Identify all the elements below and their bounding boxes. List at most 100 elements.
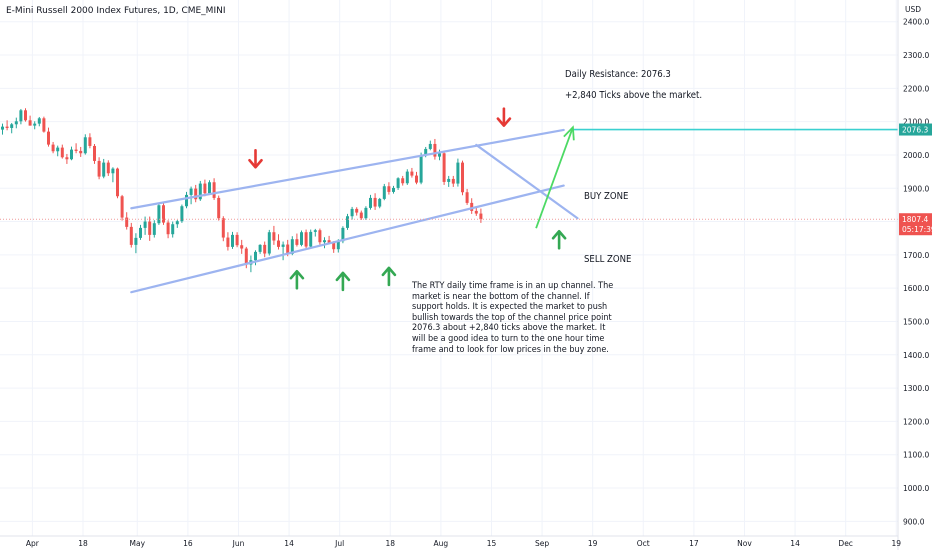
price-markers: 2076.3 1807.405:17:39 — [899, 123, 932, 236]
candle-body — [447, 178, 451, 182]
candle-body — [28, 120, 32, 126]
candle — [410, 167, 414, 178]
candle — [1, 123, 4, 135]
time-tick-label: Jul — [334, 539, 344, 548]
candle-body — [166, 222, 170, 235]
price-tick-label: 1000.0 — [903, 484, 929, 493]
candle — [231, 231, 234, 249]
candle-body — [272, 232, 276, 241]
candle — [198, 180, 202, 201]
candle-body — [157, 205, 161, 224]
candle — [304, 229, 308, 249]
arrow-markers — [248, 107, 567, 292]
candle — [180, 204, 184, 223]
candle — [37, 116, 41, 127]
candle-body — [33, 123, 37, 126]
candle — [401, 175, 405, 186]
symbol-title: E-Mini Russell 2000 Index Futures, 1D, C… — [6, 6, 226, 16]
candle — [24, 108, 27, 122]
price-axis[interactable]: USD 2400.0 2300.0 2200.0 2100.0 2000.0 1900.0 1… — [897, 0, 929, 550]
candle-body — [290, 239, 294, 254]
candle-body — [203, 183, 207, 194]
up-arrow-marker — [335, 271, 351, 292]
candle — [300, 230, 303, 247]
price-tick-label: 1500.0 — [903, 317, 929, 326]
time-tick-label: Nov — [737, 539, 752, 548]
candle-body — [286, 244, 290, 254]
candle-body — [323, 240, 326, 243]
candle — [70, 146, 73, 161]
candle-body — [369, 197, 372, 208]
candle — [189, 186, 193, 205]
candle — [428, 140, 432, 151]
candle-body — [258, 244, 262, 252]
candle — [97, 157, 101, 180]
candle-body — [102, 162, 106, 177]
candle-body — [300, 232, 303, 245]
candle — [465, 188, 469, 205]
candle-body — [152, 223, 156, 235]
candle-body — [51, 144, 55, 152]
candle-body — [474, 210, 478, 214]
candle-body — [424, 148, 428, 156]
candle-body — [267, 232, 271, 254]
candle — [387, 182, 391, 195]
time-tick-label: 19 — [892, 539, 902, 548]
candle-body — [309, 231, 313, 247]
arrow-head — [289, 269, 305, 280]
projection-arrow-head — [563, 125, 575, 141]
up-arrow-marker — [381, 266, 397, 287]
candle — [203, 179, 207, 197]
candle-body — [428, 143, 432, 149]
candle-body — [479, 213, 483, 220]
candle-body — [79, 150, 83, 154]
candle — [129, 222, 133, 248]
candle — [263, 241, 267, 258]
sell-zone-label: SELL ZONE — [584, 254, 632, 265]
time-axis[interactable]: Apr 18 May 16 Jun 14 Jul 18 Aug 15 Sep 19 Oct 17 Nov 14… — [0, 535, 902, 548]
grid-lines — [0, 0, 898, 536]
candle-body — [24, 110, 27, 121]
candle-body — [392, 187, 395, 192]
candle-body — [19, 110, 23, 122]
candle-body — [341, 227, 345, 242]
candle — [309, 229, 313, 248]
candle — [254, 250, 257, 266]
candle-body — [212, 182, 216, 198]
resistance-price-marker — [899, 123, 932, 136]
time-tick-label: 14 — [284, 539, 294, 548]
time-tick-label: 18 — [386, 539, 396, 548]
candle-body — [93, 145, 96, 161]
candle-body — [125, 217, 129, 227]
candle — [295, 233, 299, 247]
candle-body — [97, 160, 101, 177]
price-tick-label: 1600.0 — [903, 284, 929, 293]
candle — [116, 167, 119, 199]
candle-body — [60, 147, 64, 158]
candle-body — [451, 178, 455, 184]
price-tick-label: 2000.0 — [903, 151, 929, 160]
candle-body — [332, 242, 336, 250]
arrow-head — [551, 229, 567, 240]
candle — [470, 198, 474, 214]
time-tick-label: 14 — [790, 539, 800, 548]
candle-body — [139, 227, 142, 238]
candle — [451, 175, 455, 187]
candle-body — [56, 147, 60, 152]
time-tick-label: Aug — [434, 539, 449, 548]
candle-body — [254, 251, 257, 261]
candle-body — [180, 206, 184, 222]
candle-body — [240, 245, 244, 249]
candle — [221, 216, 225, 242]
candle — [405, 169, 409, 185]
time-tick-label: 17 — [689, 539, 699, 548]
candle — [28, 115, 32, 126]
candle — [208, 180, 211, 195]
candle — [442, 150, 446, 185]
time-tick-label: 15 — [487, 539, 497, 548]
candle — [134, 233, 138, 254]
candle — [10, 122, 14, 134]
candle-body — [185, 194, 188, 207]
candle — [355, 207, 359, 216]
